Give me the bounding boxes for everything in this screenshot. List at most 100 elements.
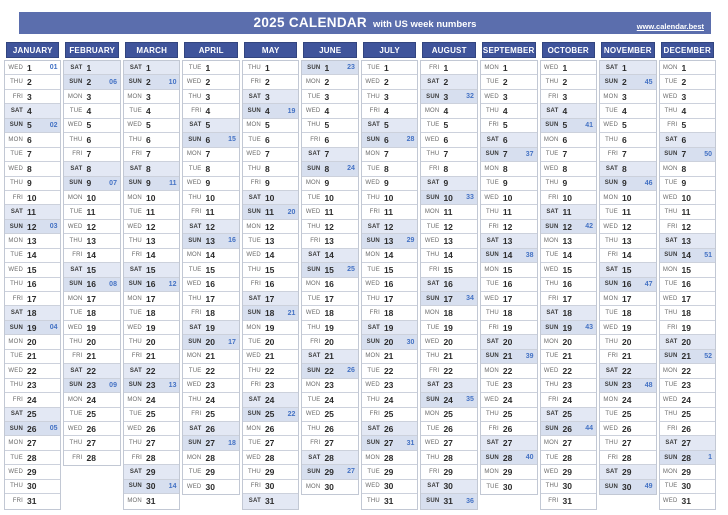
week-number: 1 xyxy=(708,454,712,462)
day-number: 18 xyxy=(264,308,275,319)
day-row: FRI 26 xyxy=(659,422,715,437)
day-of-week-label: TUE xyxy=(129,209,142,216)
day-number: 18 xyxy=(681,308,691,319)
day-of-week-label: SAT xyxy=(427,79,440,86)
month-header: SEPTEMBER xyxy=(481,42,536,58)
day-row: SAT 6 xyxy=(659,133,715,148)
day-number: 13 xyxy=(324,235,334,246)
day-of-week-label: FRI xyxy=(607,151,619,158)
day-of-week-label: TUE xyxy=(248,136,261,143)
day-of-week-label: SUN xyxy=(69,281,83,288)
day-number: 6 xyxy=(264,134,270,145)
day-row: FRI 21 xyxy=(64,350,120,365)
day-number: 11 xyxy=(443,207,453,218)
day-number: 16 xyxy=(562,279,572,290)
day-of-week-label: FRI xyxy=(548,396,559,403)
day-number: 10 xyxy=(145,192,156,203)
day-number: 8 xyxy=(681,163,687,174)
day-number: 3 xyxy=(264,91,270,102)
day-of-week-label: WED xyxy=(305,209,321,216)
day-row: SAT 12 xyxy=(183,219,239,235)
day-of-week-label: SUN xyxy=(664,353,678,360)
day-number: 11 xyxy=(86,207,96,218)
day-row: SUN 29 27 xyxy=(302,465,358,480)
day-row: SAT 26 xyxy=(361,421,418,437)
day-of-week-label: FRI xyxy=(369,209,380,216)
day-number: 14 xyxy=(27,250,37,261)
day-row: SUN 28 1 xyxy=(659,450,715,466)
day-row: THU 9 xyxy=(540,177,597,191)
day-of-week-label: THU xyxy=(485,209,499,216)
day-number: 12 xyxy=(502,221,513,232)
day-of-week-label: FRI xyxy=(12,295,23,302)
day-of-week-label: SUN xyxy=(604,382,619,389)
day-number: 4 xyxy=(681,106,687,117)
day-number: 17 xyxy=(86,293,96,304)
day-number: 7 xyxy=(383,149,389,160)
day-number: 29 xyxy=(443,466,453,477)
day-of-week-label: WED xyxy=(603,122,619,129)
day-of-week-label: SUN xyxy=(426,194,440,201)
day-number: 19 xyxy=(443,322,453,333)
day-of-week-label: TUE xyxy=(545,151,559,158)
day-row: MON 3 xyxy=(64,90,120,105)
day-of-week-label: TUE xyxy=(426,425,440,432)
month-header: JANUARY xyxy=(6,42,60,58)
day-of-week-label: TUE xyxy=(664,281,678,288)
day-of-week-label: THU xyxy=(605,339,619,346)
month-days: SUN 1 23 MON 2 TUE 3 WED 4 THU 5 FRI 6 S… xyxy=(301,60,359,496)
day-of-week-label: FRI xyxy=(12,194,23,201)
day-row: FRI 4 xyxy=(183,104,239,119)
month-days: TUE 1 WED 2 THU 3 FRI 4 SAT 5 SUN 6 28 M… xyxy=(360,60,419,510)
day-row: THU 5 xyxy=(302,119,358,134)
day-row: TUE 16 xyxy=(480,278,537,292)
day-number: 4 xyxy=(383,106,389,117)
day-row: THU 15 xyxy=(242,263,299,278)
day-number: 9 xyxy=(27,178,32,189)
day-of-week-label: THU xyxy=(426,454,440,461)
day-of-week-label: TUE xyxy=(486,180,499,187)
day-number: 24 xyxy=(205,394,215,405)
day-of-week-label: SUN xyxy=(188,136,202,143)
day-row: WED 14 xyxy=(242,249,299,264)
day-number: 25 xyxy=(562,409,572,420)
day-of-week-label: SAT xyxy=(486,237,499,244)
day-of-week-label: WED xyxy=(543,266,559,273)
day-row: FRI 13 xyxy=(302,234,358,249)
day-number: 4 xyxy=(205,106,211,117)
website-link[interactable]: www.calendar.best xyxy=(636,22,704,31)
day-of-week-label: FRI xyxy=(429,266,440,273)
day-of-week-label: TUE xyxy=(545,252,559,259)
day-number: 31 xyxy=(681,496,691,507)
day-of-week-label: FRI xyxy=(72,455,83,462)
day-number: 2 xyxy=(562,77,568,88)
day-of-week-label: FRI xyxy=(607,454,619,461)
day-row: MON 22 xyxy=(480,364,537,379)
day-number: 25 xyxy=(502,409,513,420)
day-row: SAT 29 xyxy=(123,465,180,480)
month-column: DECEMBER MON 1 TUE 2 WED 3 THU 4 FRI 5 S… xyxy=(658,42,716,510)
month-header: MAY xyxy=(243,42,298,58)
day-number: 24 xyxy=(562,394,572,405)
day-row: FRI 22 xyxy=(421,364,477,379)
week-number: 15 xyxy=(228,136,236,144)
day-row: MON 30 xyxy=(302,480,357,494)
day-of-week-label: TUE xyxy=(69,209,83,216)
day-of-week-label: THU xyxy=(188,396,202,403)
day-of-week-label: SUN xyxy=(664,151,678,158)
day-of-week-label: SAT xyxy=(129,468,142,475)
day-of-week-label: WED xyxy=(484,93,499,100)
day-of-week-label: THU xyxy=(10,281,23,288)
day-row: TUE 21 xyxy=(540,350,597,365)
week-number: 45 xyxy=(644,78,653,86)
day-of-week-label: FRI xyxy=(250,180,261,187)
day-of-week-label: WED xyxy=(8,468,23,475)
day-number: 24 xyxy=(27,394,37,405)
day-number: 14 xyxy=(205,250,215,261)
day-row: SUN 31 36 xyxy=(421,494,477,509)
day-number: 3 xyxy=(562,91,568,102)
day-of-week-label: TUE xyxy=(188,64,202,71)
day-of-week-label: THU xyxy=(129,339,142,346)
day-number: 31 xyxy=(562,496,572,507)
day-row: SAT 4 xyxy=(540,104,597,119)
